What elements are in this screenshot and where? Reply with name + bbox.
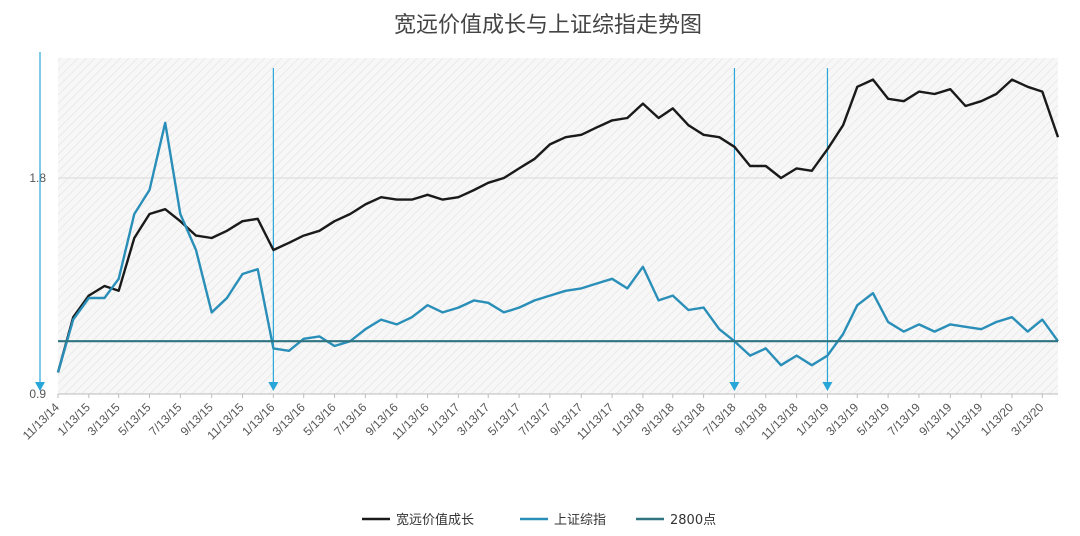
- series-group: [56, 78, 1060, 373]
- series-line-fund: [56, 78, 1060, 373]
- date-markers: [35, 52, 833, 391]
- x-tick-label: 5/13/18: [670, 400, 708, 438]
- y-tick-label: 1.8: [29, 171, 46, 185]
- x-tick-label: 1/13/20: [978, 400, 1016, 438]
- x-tick-label: 7/13/18: [700, 400, 738, 438]
- plot-area: [58, 58, 1058, 394]
- x-tick-label: 1/13/16: [239, 400, 277, 438]
- x-tick-label: 3/13/16: [270, 400, 308, 438]
- x-tick-label: 5/13/16: [300, 400, 338, 438]
- x-tick-label: 3/13/20: [1008, 400, 1046, 438]
- x-axis: 11/13/141/13/153/13/155/13/157/13/159/13…: [20, 394, 1047, 443]
- x-tick-label: 7/13/15: [146, 400, 184, 438]
- x-tick-label: 3/13/15: [85, 400, 123, 438]
- legend-label-index: 上证综指: [554, 513, 606, 528]
- x-tick-label: 3/13/18: [639, 400, 677, 438]
- legend: 宽远价值成长 上证综指 2800点: [362, 512, 716, 528]
- legend-label-fund: 宽远价值成长: [396, 512, 474, 528]
- x-tick-label: 3/13/19: [823, 400, 861, 438]
- y-tick-label: 0.9: [29, 387, 46, 401]
- legend-label-baseline: 2800点: [670, 513, 716, 528]
- x-tick-label: 7/13/16: [331, 400, 369, 438]
- x-tick-label: 7/13/19: [885, 400, 923, 438]
- x-tick-label: 3/13/17: [454, 400, 492, 438]
- x-tick-label: 5/13/17: [485, 400, 523, 438]
- x-tick-label: 11/13/14: [20, 400, 63, 443]
- x-tick-label: 5/13/15: [115, 400, 153, 438]
- x-tick-label: 7/13/17: [516, 400, 554, 438]
- chart-title: 宽远价值成长与上证综指走势图: [394, 13, 702, 38]
- series-line-index: [56, 121, 1059, 373]
- y-axis: 0.9 1.8: [29, 171, 46, 401]
- x-tick-label: 5/13/19: [854, 400, 892, 438]
